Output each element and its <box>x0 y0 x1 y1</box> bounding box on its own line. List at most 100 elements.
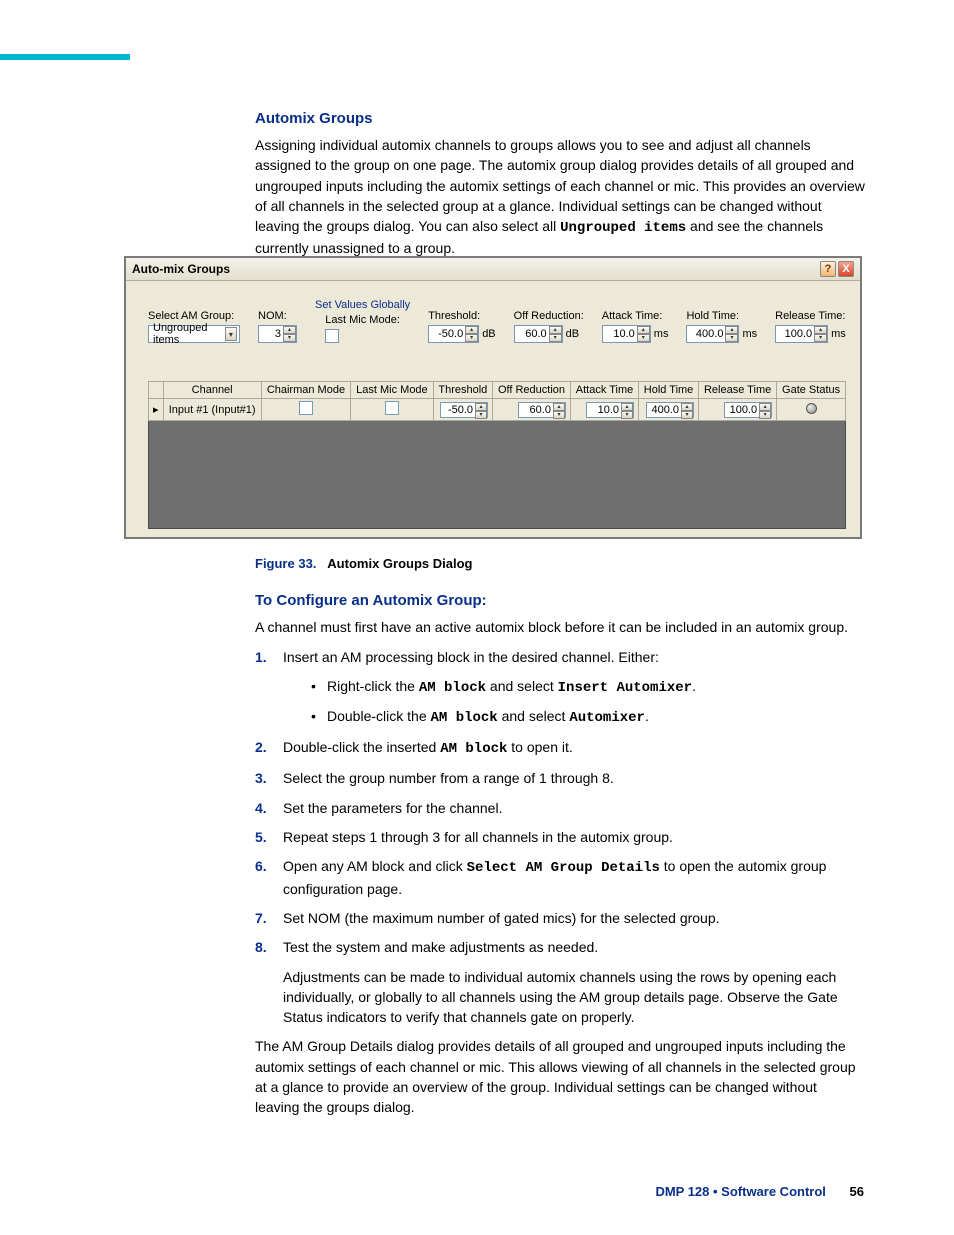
threshold-value: -50.0 <box>433 328 463 340</box>
intro-paragraph: Assigning individual automix channels to… <box>255 135 865 259</box>
nom-spinner[interactable]: 3 ▴▾ <box>258 325 297 343</box>
table-row[interactable]: ▸ Input #1 (Input#1) -50.0▴▾ 60.0▴▾ 10.0… <box>149 399 846 421</box>
last-mic-mode-checkbox[interactable] <box>325 329 339 343</box>
cell-chairman[interactable] <box>261 399 350 421</box>
select-am-group-dropdown[interactable]: Ungrouped items ▾ <box>148 325 240 343</box>
col-attack: Attack Time <box>570 382 638 399</box>
cell-offred-value: 60.0 <box>530 404 551 416</box>
hold-time-unit: ms <box>742 328 757 340</box>
chevron-down-icon[interactable]: ▾ <box>225 327 237 341</box>
dialog-title: Auto-mix Groups <box>132 262 230 276</box>
intro-bold: Ungrouped items <box>560 220 686 236</box>
threshold-label: Threshold: <box>428 310 495 322</box>
step-1b: Double-click the AM block and select Aut… <box>283 706 865 728</box>
spin-up-icon[interactable]: ▴ <box>549 326 562 334</box>
cell-lastmic[interactable] <box>351 399 434 421</box>
attack-time-label: Attack Time: <box>602 310 669 322</box>
release-time-spinner[interactable]: 100.0 ▴▾ <box>775 325 828 343</box>
spin-up-icon[interactable]: ▴ <box>814 326 827 334</box>
heading-automix-groups: Automix Groups <box>255 110 865 127</box>
spin-down-icon[interactable]: ▾ <box>725 334 738 342</box>
step-8-detail: Adjustments can be made to individual au… <box>283 967 865 1028</box>
step-6: Open any AM block and click Select AM Gr… <box>255 856 865 899</box>
release-time-label: Release Time: <box>775 310 846 322</box>
cell-channel: Input #1 (Input#1) <box>163 399 261 421</box>
cell-attack[interactable]: 10.0▴▾ <box>570 399 638 421</box>
spin-down-icon[interactable]: ▾ <box>283 334 296 342</box>
step-7: Set NOM (the maximum number of gated mic… <box>255 908 865 928</box>
cell-hold[interactable]: 400.0▴▾ <box>639 399 699 421</box>
spin-up-icon[interactable]: ▴ <box>725 326 738 334</box>
attack-time-unit: ms <box>654 328 669 340</box>
col-gate: Gate Status <box>777 382 846 399</box>
step-5: Repeat steps 1 through 3 for all channel… <box>255 827 865 847</box>
off-reduction-spinner[interactable]: 60.0 ▴▾ <box>514 325 563 343</box>
automix-groups-dialog: Auto-mix Groups ? X Select AM Group: Ung… <box>124 256 862 539</box>
attack-time-spinner[interactable]: 10.0 ▴▾ <box>602 325 651 343</box>
top-content: Automix Groups Assigning individual auto… <box>255 110 865 259</box>
table-empty-area <box>148 421 846 529</box>
spin-down-icon[interactable]: ▾ <box>814 334 827 342</box>
gate-status-icon <box>806 403 817 414</box>
configure-section: To Configure an Automix Group: A channel… <box>255 592 865 1118</box>
step-4: Set the parameters for the channel. <box>255 798 865 818</box>
footer-text: DMP 128 • Software Control <box>655 1184 825 1199</box>
closing-paragraph: The AM Group Details dialog provides det… <box>255 1036 865 1117</box>
steps-list: Insert an AM processing block in the des… <box>255 647 865 1027</box>
hold-time-spinner[interactable]: 400.0 ▴▾ <box>686 325 739 343</box>
set-values-globally-label: Set Values Globally <box>315 299 410 311</box>
step-1: Insert an AM processing block in the des… <box>255 647 865 728</box>
row-handle-header <box>149 382 164 399</box>
off-reduction-unit: dB <box>566 328 579 340</box>
step-1a: Right-click the AM block and select Inse… <box>283 676 865 698</box>
cell-attack-value: 10.0 <box>598 404 619 416</box>
figure-caption: Figure 33. Automix Groups Dialog <box>255 556 472 571</box>
spin-down-icon[interactable]: ▾ <box>637 334 650 342</box>
close-icon[interactable]: X <box>838 261 854 277</box>
step-8: Test the system and make adjustments as … <box>255 937 865 1027</box>
cell-offred[interactable]: 60.0▴▾ <box>493 399 571 421</box>
cell-release-value: 100.0 <box>730 404 758 416</box>
spin-up-icon[interactable]: ▴ <box>637 326 650 334</box>
release-time-value: 100.0 <box>780 328 812 340</box>
col-offred: Off Reduction <box>493 382 571 399</box>
hold-time-value: 400.0 <box>691 328 723 340</box>
page-number: 56 <box>850 1184 864 1199</box>
spin-down-icon[interactable]: ▾ <box>549 334 562 342</box>
step-1-text: Insert an AM processing block in the des… <box>283 649 659 665</box>
col-chairman: Chairman Mode <box>261 382 350 399</box>
col-hold: Hold Time <box>639 382 699 399</box>
cell-gate <box>777 399 846 421</box>
threshold-spinner[interactable]: -50.0 ▴▾ <box>428 325 479 343</box>
page-footer: DMP 128 • Software Control 56 <box>655 1184 864 1199</box>
channels-table: Channel Chairman Mode Last Mic Mode Thre… <box>148 381 846 529</box>
spin-down-icon[interactable]: ▾ <box>465 334 478 342</box>
cell-release[interactable]: 100.0▴▾ <box>699 399 777 421</box>
nom-value: 3 <box>263 328 281 340</box>
step-2: Double-click the inserted AM block to op… <box>255 737 865 759</box>
col-lastmic: Last Mic Mode <box>351 382 434 399</box>
select-am-group-label: Select AM Group: <box>148 310 240 322</box>
off-reduction-label: Off Reduction: <box>514 310 584 322</box>
last-mic-mode-label: Last Mic Mode: <box>325 314 400 326</box>
nom-label: NOM: <box>258 310 297 322</box>
dialog-titlebar: Auto-mix Groups ? X <box>126 258 860 281</box>
select-am-group-value: Ungrouped items <box>153 322 225 346</box>
attack-time-value: 10.0 <box>607 328 635 340</box>
cell-threshold[interactable]: -50.0▴▾ <box>433 399 492 421</box>
col-channel: Channel <box>163 382 261 399</box>
off-reduction-value: 60.0 <box>519 328 547 340</box>
chairman-checkbox[interactable] <box>299 401 313 415</box>
cell-hold-value: 400.0 <box>652 404 680 416</box>
help-icon[interactable]: ? <box>820 261 836 277</box>
row-selector-icon[interactable]: ▸ <box>149 399 164 421</box>
heading-configure: To Configure an Automix Group: <box>255 592 865 609</box>
lastmic-checkbox[interactable] <box>385 401 399 415</box>
dialog-body: Select AM Group: Ungrouped items ▾ NOM: … <box>126 281 860 537</box>
configure-intro: A channel must first have an active auto… <box>255 617 865 637</box>
spin-up-icon[interactable]: ▴ <box>283 326 296 334</box>
spin-up-icon[interactable]: ▴ <box>465 326 478 334</box>
col-threshold: Threshold <box>433 382 492 399</box>
accent-bar <box>0 54 130 60</box>
col-release: Release Time <box>699 382 777 399</box>
